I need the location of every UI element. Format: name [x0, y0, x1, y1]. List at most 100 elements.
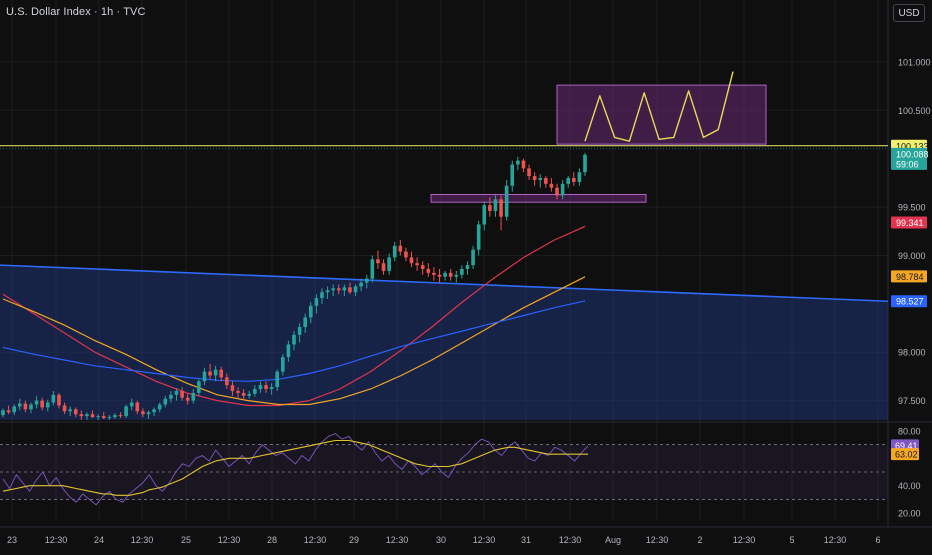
candle-body	[415, 263, 419, 266]
candle-body	[79, 414, 84, 417]
candle-body	[146, 412, 151, 415]
time-tick-label: 30	[436, 535, 446, 545]
candle-body	[169, 394, 173, 399]
candle-body	[359, 282, 363, 287]
candle-body	[57, 394, 61, 406]
symbol-title[interactable]: U.S. Dollar Index · 1h · TVC	[6, 6, 146, 18]
candle-body	[521, 160, 526, 169]
moving-average-1	[2, 225, 586, 407]
candle-body	[202, 371, 207, 382]
projection-path	[584, 71, 734, 142]
candle-body	[90, 414, 95, 418]
rsi-ma-line	[2, 439, 588, 496]
candle-body	[174, 390, 179, 395]
candle-body	[135, 402, 140, 412]
candle-body	[376, 259, 380, 264]
time-tick-label: 12:30	[304, 535, 327, 545]
rsi-tick-label: 20.00	[898, 509, 921, 519]
time-tick-label: 31	[521, 535, 531, 545]
trendline	[0, 264, 889, 303]
price-tag-label: 98.784	[896, 272, 924, 282]
candle-body	[488, 205, 492, 211]
channel-fill	[0, 265, 888, 420]
candle-body	[532, 176, 537, 180]
time-tick-label: 12:30	[473, 535, 496, 545]
candle-body	[62, 405, 67, 412]
candle-body	[314, 298, 319, 306]
time-tick-label: 25	[181, 535, 191, 545]
price-tag-label: 98.527	[896, 297, 924, 307]
rsi-tick-label: 80.00	[898, 426, 921, 436]
time-tick-label: 28	[267, 535, 277, 545]
moving-average-3	[2, 300, 586, 382]
rsi-line	[2, 433, 589, 506]
candle-body	[124, 406, 128, 417]
candle-body	[577, 172, 582, 182]
candle-body	[40, 400, 44, 408]
rsi-tag-bg	[891, 448, 919, 461]
candle-body	[157, 404, 162, 410]
candle-body	[258, 385, 263, 390]
time-tick-label: 12:30	[45, 535, 68, 545]
candle-body	[129, 402, 134, 407]
candle-body	[191, 392, 196, 401]
candle-body	[68, 409, 72, 412]
candle-body	[23, 403, 28, 410]
candle-body	[476, 224, 481, 250]
candle-body	[516, 160, 520, 165]
candle-body	[281, 357, 285, 372]
price-tag-bg	[891, 295, 927, 308]
rsi-tick-label: 40.00	[898, 481, 921, 491]
candle-body	[527, 168, 531, 177]
candle-body	[448, 272, 453, 277]
candle-body	[236, 390, 240, 393]
price-tick-label: 97.500	[898, 396, 926, 406]
candle-body	[583, 154, 587, 173]
time-tick-label: 29	[349, 535, 359, 545]
candle-body	[163, 398, 168, 405]
grid-lines	[0, 0, 888, 520]
candle-body	[454, 274, 459, 277]
candle-body	[364, 278, 369, 283]
candle-body	[275, 371, 280, 388]
candle-body	[320, 292, 324, 299]
candle-body	[460, 269, 464, 275]
candle-body	[1, 410, 5, 416]
candle-body	[437, 274, 442, 277]
candle-body	[443, 272, 447, 277]
candle-body	[264, 385, 268, 390]
time-tick-label: 12:30	[218, 535, 241, 545]
candle-body	[208, 371, 212, 376]
price-tag-bg	[891, 147, 927, 170]
time-tick-label: 12:30	[824, 535, 847, 545]
candle-body	[197, 381, 201, 393]
candle-body	[342, 287, 347, 291]
currency-button[interactable]: USD	[893, 4, 925, 22]
candle-body	[572, 178, 576, 182]
candle-body	[51, 394, 56, 403]
candle-body	[392, 245, 397, 258]
candle-body	[404, 251, 408, 258]
price-tick-label: 100.500	[898, 106, 931, 116]
candle-body	[17, 403, 22, 407]
time-tick-label: 6	[875, 535, 880, 545]
candle-body	[12, 406, 16, 413]
candle-body	[292, 334, 296, 345]
candle-body	[297, 327, 302, 335]
time-tick-label: Aug	[605, 535, 621, 545]
candle-body	[141, 411, 145, 415]
candle-body	[549, 183, 554, 188]
time-tick-label: 5	[789, 535, 794, 545]
candle-body	[213, 369, 218, 376]
candle-body	[336, 288, 341, 291]
price-tick-label: 99.000	[898, 251, 926, 261]
candle-body	[504, 185, 509, 217]
candle-body	[398, 245, 403, 252]
candle-body	[510, 164, 515, 186]
candle-body	[471, 249, 475, 266]
price-tick-label: 98.000	[898, 348, 926, 358]
candle-body	[253, 389, 257, 394]
candle-body	[482, 205, 487, 225]
